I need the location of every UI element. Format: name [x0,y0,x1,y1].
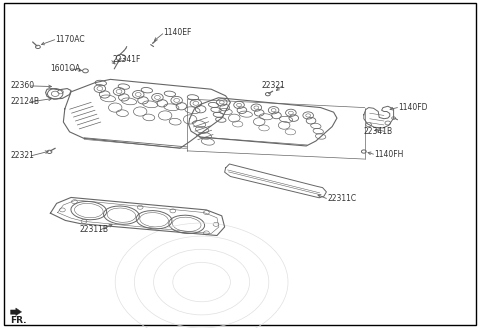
Text: 1170AC: 1170AC [55,35,85,44]
Text: 22360: 22360 [11,81,35,91]
Text: 22341F: 22341F [112,55,141,64]
Text: 22341B: 22341B [364,127,393,136]
Text: 1140FD: 1140FD [398,103,428,112]
Polygon shape [11,308,22,316]
Text: 22321: 22321 [262,81,286,91]
Text: 22311B: 22311B [79,225,108,234]
Text: 22124B: 22124B [11,97,39,106]
Text: 22311C: 22311C [327,194,357,203]
Text: FR.: FR. [11,316,27,325]
Text: 22321: 22321 [11,151,35,160]
Text: 1601OA: 1601OA [50,64,81,73]
Text: 1140EF: 1140EF [163,28,192,37]
Text: 1140FH: 1140FH [374,150,404,159]
